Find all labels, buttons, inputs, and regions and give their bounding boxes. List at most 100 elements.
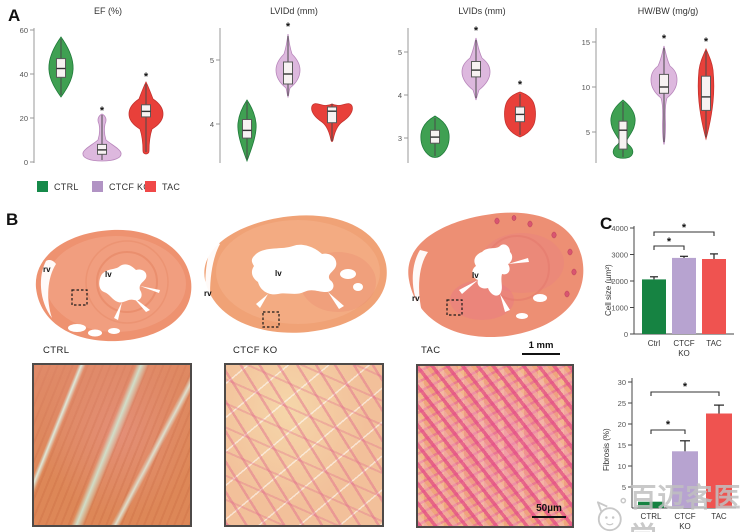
inset-box <box>446 299 463 316</box>
panel-a-label: A <box>8 6 21 25</box>
legend-swatch-ctcfko <box>92 181 103 192</box>
tick-label: 5 <box>398 48 402 57</box>
scale-bar-line <box>532 516 566 518</box>
y-ticks: 30 25 20 15 10 5 <box>618 378 632 492</box>
rv-label: rv <box>204 289 212 298</box>
violin-tac: * <box>697 36 715 141</box>
y-ticks: 4000 3000 2000 1000 0 <box>611 224 634 339</box>
violin-tac: * <box>128 71 164 155</box>
x-label-tac: TAC <box>706 339 722 348</box>
plot-title: HW/BW (mg/g) <box>638 6 699 16</box>
lv-label: lv <box>275 269 282 278</box>
rv-cavity <box>412 250 428 312</box>
heart-section-ctcfko: rv lv <box>204 215 387 333</box>
y-ticks: 5 4 <box>210 56 220 129</box>
tick-label: 2000 <box>611 277 628 286</box>
x-label-ko: KO <box>679 522 691 531</box>
tick-label: 0 <box>624 330 628 339</box>
watermark: 百迈客医学 <box>592 476 748 532</box>
tick-label: 5 <box>210 56 214 65</box>
violin-ctcfko: * <box>82 105 122 162</box>
scale-bar-text: 1 mm <box>528 340 554 351</box>
rv-label: rv <box>412 294 420 303</box>
lv-label: lv <box>105 270 112 279</box>
heart-section-tac: rv lv <box>408 212 584 338</box>
inset-box <box>71 289 88 306</box>
bars <box>642 257 726 334</box>
tick-label: 40 <box>20 70 28 79</box>
violin-ctrl <box>610 99 636 159</box>
plot-title: LVIDs (mm) <box>458 6 505 16</box>
x-label-tac: TAC <box>711 512 727 521</box>
tick-label: 4000 <box>611 224 628 233</box>
y-axis-label: Fibrosis (%) <box>602 428 611 471</box>
x-labels: CTRL CTCF KO TAC <box>641 512 727 531</box>
lv-cavity <box>459 244 547 319</box>
violin-plot-lvids: LVIDs (mm) 5 4 3 * * <box>398 6 536 163</box>
y-ticks: 15 10 5 <box>582 38 596 137</box>
bar-chart-cell-size: Cell size (µm²) 4000 3000 2000 1000 0 * <box>604 222 734 358</box>
tick-label: 3000 <box>611 251 628 260</box>
violin-ctcfko: * <box>650 33 678 145</box>
x-labels: Ctrl CTCF KO TAC <box>648 339 722 358</box>
rv-label: rv <box>43 265 51 274</box>
legend-item-tac: TAC <box>145 181 180 192</box>
x-label-ctcf: CTCF <box>674 512 695 521</box>
tick-label: 4 <box>398 91 402 100</box>
tick-label: 1000 <box>611 304 628 313</box>
scale-bar-50um: 50µm <box>532 503 566 518</box>
tick-label: 20 <box>618 420 626 429</box>
panel-c-label: C <box>600 214 613 233</box>
tick-label: 5 <box>586 128 590 137</box>
lv-cavity <box>251 244 363 309</box>
bar-tac <box>702 259 726 334</box>
histology-ctrl-magnified <box>32 363 192 527</box>
tick-label: 0 <box>24 158 28 167</box>
legend-label-tac: TAC <box>162 181 181 192</box>
sig-star: * <box>518 79 523 91</box>
error-bars <box>650 253 718 280</box>
x-label-ko: KO <box>678 349 690 358</box>
violin-ctrl <box>48 36 74 98</box>
lv-label: lv <box>472 271 479 280</box>
rv-cavity <box>40 260 56 318</box>
heart-section-ctrl: rv lv <box>35 229 192 342</box>
violin-plot-ef: EF (%) 60 40 20 0 * * <box>20 6 164 167</box>
section-label-ctcfko: CTCF KO <box>233 345 278 356</box>
legend-item-ctrl: CTRL <box>37 181 79 192</box>
bar-ctrl <box>642 279 666 334</box>
panel-b-label: B <box>6 210 19 229</box>
sig-star: * <box>667 236 672 248</box>
section-label-tac: TAC <box>421 345 441 356</box>
bar-chart-fibrosis: Fibrosis (%) 30 25 20 15 10 5 * * <box>602 378 736 531</box>
legend-swatch-ctrl <box>37 181 48 192</box>
violin-tac <box>311 103 353 142</box>
significance-brackets: * * <box>653 222 715 250</box>
bar-tac <box>706 413 732 508</box>
sig-star: * <box>100 105 105 117</box>
tick-label: 30 <box>618 378 626 387</box>
sig-star: * <box>286 21 291 33</box>
plot-title: LVIDd (mm) <box>270 6 318 16</box>
violin-ctcfko: * <box>275 21 301 99</box>
legend-item-ctcfko: CTCF KO <box>92 181 151 192</box>
legend-swatch-tac <box>145 181 156 192</box>
x-label-ctcf: CTCF <box>673 339 694 348</box>
tick-label: 60 <box>20 26 28 35</box>
violin-plot-hwbw: HW/BW (mg/g) 15 10 5 * * <box>582 6 715 163</box>
scale-bar-text: 50µm <box>536 503 562 514</box>
tick-label: 10 <box>618 462 626 471</box>
y-ticks: 5 4 3 <box>398 48 408 143</box>
section-label-ctrl: CTRL <box>43 345 70 356</box>
scale-bar-line <box>522 353 560 355</box>
sig-star: * <box>662 33 667 45</box>
watermark-logo-icon <box>596 497 627 532</box>
significance-brackets: * * <box>650 381 720 434</box>
legend-label-ctrl: CTRL <box>54 181 79 192</box>
bar-ctrl <box>638 501 664 508</box>
bars <box>638 413 732 508</box>
tick-label: 15 <box>582 38 590 47</box>
error-bars <box>680 404 724 452</box>
tick-label: 10 <box>582 83 590 92</box>
